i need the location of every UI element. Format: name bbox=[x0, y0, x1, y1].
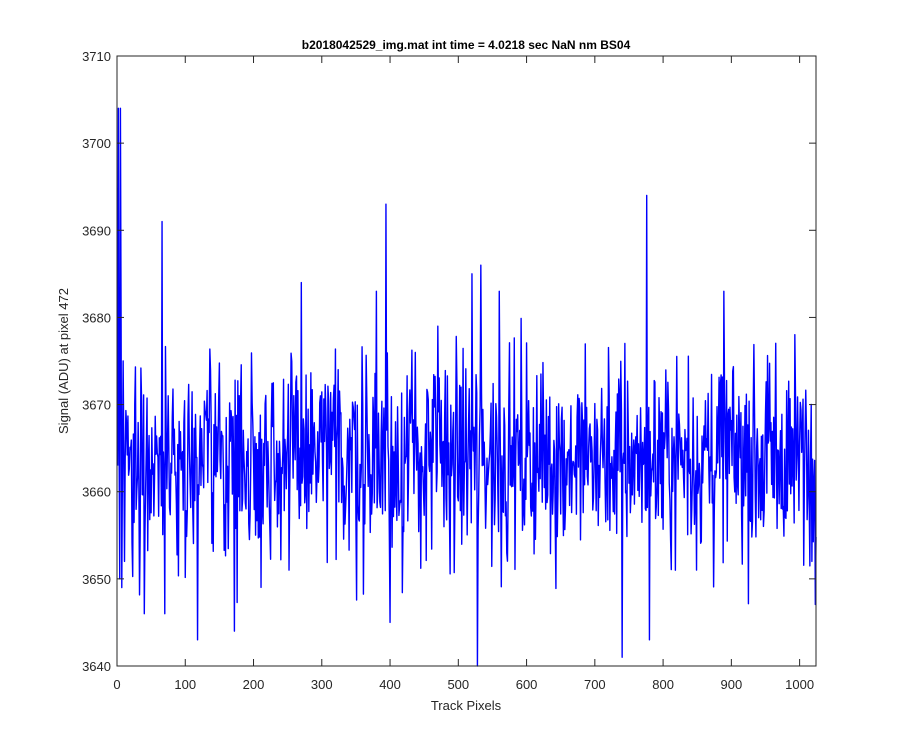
y-tick-label: 3660 bbox=[82, 485, 111, 500]
y-tick-label: 3650 bbox=[82, 572, 111, 587]
x-tick-label: 700 bbox=[584, 677, 606, 692]
series-line bbox=[116, 107, 817, 667]
chart-title: b2018042529_img.mat int time = 4.0218 se… bbox=[302, 38, 631, 52]
y-tick-label: 3700 bbox=[82, 136, 111, 151]
x-tick-label: 800 bbox=[652, 677, 674, 692]
x-tick-label: 100 bbox=[174, 677, 196, 692]
axes-box bbox=[116, 55, 817, 667]
y-tick-label: 3710 bbox=[82, 49, 111, 64]
x-tick-label: 400 bbox=[379, 677, 401, 692]
y-tick-label: 3640 bbox=[82, 659, 111, 674]
x-tick-label: 1000 bbox=[785, 677, 814, 692]
x-tick-label: 200 bbox=[243, 677, 265, 692]
x-tick-label: 0 bbox=[113, 677, 120, 692]
x-tick-label: 300 bbox=[311, 677, 333, 692]
x-axis-label: Track Pixels bbox=[431, 698, 502, 713]
x-tick-label: 600 bbox=[516, 677, 538, 692]
x-ticks: 0 100 200 300 400 500 600 700 800 900 1000 bbox=[113, 56, 814, 692]
x-tick-label: 900 bbox=[721, 677, 743, 692]
y-ticks: 3640 3650 3660 3670 3680 3690 3700 3710 bbox=[82, 49, 816, 674]
y-tick-label: 3690 bbox=[82, 223, 111, 238]
x-tick-label: 500 bbox=[447, 677, 469, 692]
y-tick-label: 3670 bbox=[82, 398, 111, 413]
y-tick-label: 3680 bbox=[82, 310, 111, 325]
plot-area bbox=[117, 56, 816, 666]
series-layer bbox=[116, 107, 817, 667]
y-axis-label: Signal (ADU) at pixel 472 bbox=[56, 288, 71, 434]
